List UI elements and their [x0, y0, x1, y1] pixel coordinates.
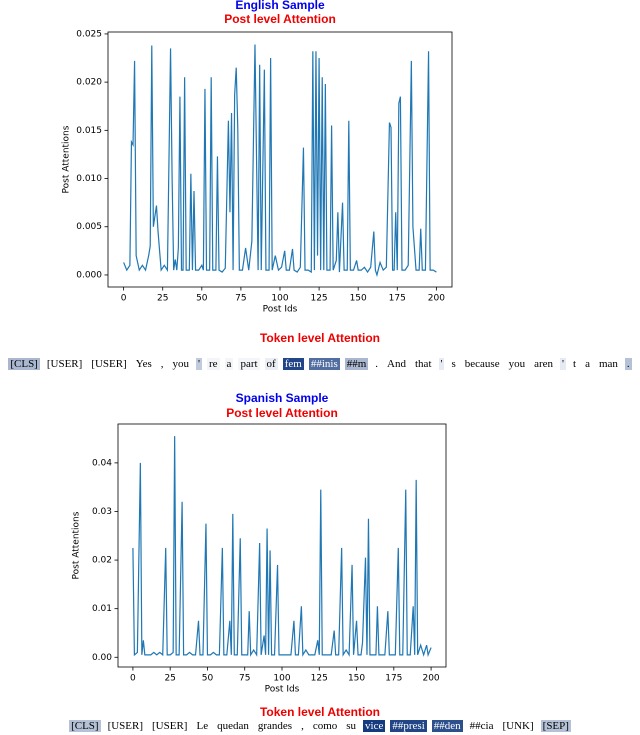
token: man: [596, 358, 620, 370]
chart-title: English Sample: [235, 0, 325, 12]
token: ##den: [431, 720, 463, 732]
token: ##m: [344, 358, 369, 370]
chart-subtitle: Post level Attention: [226, 406, 338, 420]
data-line: [123, 44, 437, 278]
token: ##presi: [390, 720, 427, 732]
token: aren: [532, 358, 556, 370]
token: como: [310, 720, 340, 732]
x-tick-label: 100: [273, 674, 290, 684]
token: [SEP]: [540, 720, 571, 732]
y-tick-label: 0.00: [92, 653, 112, 663]
x-tick-label: 0: [130, 674, 136, 684]
token: And: [385, 358, 408, 370]
x-axis-label: Post Ids: [265, 685, 300, 695]
token: Yes: [133, 358, 154, 370]
x-tick-label: 125: [311, 674, 328, 684]
token: quedan: [215, 720, 251, 732]
y-tick-label: 0.015: [76, 126, 102, 136]
x-tick-label: 125: [310, 294, 327, 304]
x-tick-label: 200: [428, 294, 445, 304]
token: [USER]: [89, 358, 129, 370]
x-tick-label: 50: [196, 294, 208, 304]
token: of: [264, 358, 278, 370]
token: a: [583, 358, 592, 370]
plot-frame: [117, 423, 447, 668]
y-axis-label: Post Attentions: [72, 511, 82, 579]
token: [USER]: [105, 720, 146, 732]
token: t: [571, 358, 579, 370]
token: .: [373, 358, 381, 370]
token: [USER]: [44, 358, 85, 370]
token: [USER]: [150, 720, 190, 732]
token: ##cia: [467, 720, 496, 732]
token: ##inis: [308, 358, 340, 370]
y-tick-label: 0.02: [92, 556, 112, 566]
x-tick-label: 175: [389, 294, 406, 304]
token: su: [344, 720, 359, 732]
y-tick-label: 0.000: [76, 270, 102, 280]
token-row: [CLS] [USER] [USER] Yes, you ' re a part of fem ##i…: [0, 358, 640, 370]
token-heading: Token level Attention: [259, 331, 380, 345]
y-tick-label: 0.04: [92, 458, 112, 468]
token: because: [462, 358, 502, 370]
plot-frame: [107, 31, 453, 288]
x-tick-label: 0: [121, 294, 127, 304]
y-tick-label: 0.005: [76, 222, 102, 232]
token: that: [413, 358, 434, 370]
x-tick-label: 200: [422, 674, 439, 684]
chart-subtitle: Post level Attention: [224, 12, 336, 26]
x-tick-label: 175: [385, 674, 402, 684]
token: you: [506, 358, 528, 370]
token: vice: [363, 720, 386, 732]
token: ,: [299, 720, 306, 732]
token: ': [560, 358, 566, 370]
token: re: [207, 358, 220, 370]
x-axis-label: Post Ids: [263, 305, 298, 315]
y-tick-label: 0.03: [92, 507, 112, 517]
token: [CLS]: [69, 720, 101, 732]
y-tick-label: 0.010: [76, 174, 102, 184]
x-tick-label: 100: [271, 294, 288, 304]
token: [UNK]: [500, 720, 536, 732]
token: fem: [282, 358, 304, 370]
token: s: [449, 358, 458, 370]
chart-title: Spanish Sample: [236, 391, 329, 405]
x-tick-label: 75: [239, 674, 250, 684]
token: ': [438, 358, 445, 370]
x-tick-label: 150: [348, 674, 365, 684]
token: ': [196, 358, 202, 370]
token: ,: [158, 358, 166, 370]
x-tick-label: 25: [164, 674, 175, 684]
y-tick-label: 0.020: [76, 78, 102, 88]
y-tick-label: 0.01: [92, 604, 112, 614]
token: you: [170, 358, 192, 370]
x-tick-label: 75: [235, 294, 246, 304]
token: a: [224, 358, 234, 370]
y-tick-label: 0.025: [76, 29, 102, 39]
x-tick-label: 25: [157, 294, 168, 304]
data-line: [132, 436, 432, 658]
token-row: [CLS] [USER] [USER] Le quedan grandes, como su v…: [0, 720, 640, 732]
y-axis-label: Post Attentions: [62, 125, 72, 193]
token: part: [238, 358, 260, 370]
x-tick-label: 50: [202, 674, 214, 684]
token: .: [624, 358, 632, 370]
token: Le: [194, 720, 211, 732]
token: grandes: [255, 720, 295, 732]
x-tick-label: 150: [350, 294, 367, 304]
token-heading: Token level Attention: [259, 705, 380, 719]
token: [CLS]: [8, 358, 40, 370]
